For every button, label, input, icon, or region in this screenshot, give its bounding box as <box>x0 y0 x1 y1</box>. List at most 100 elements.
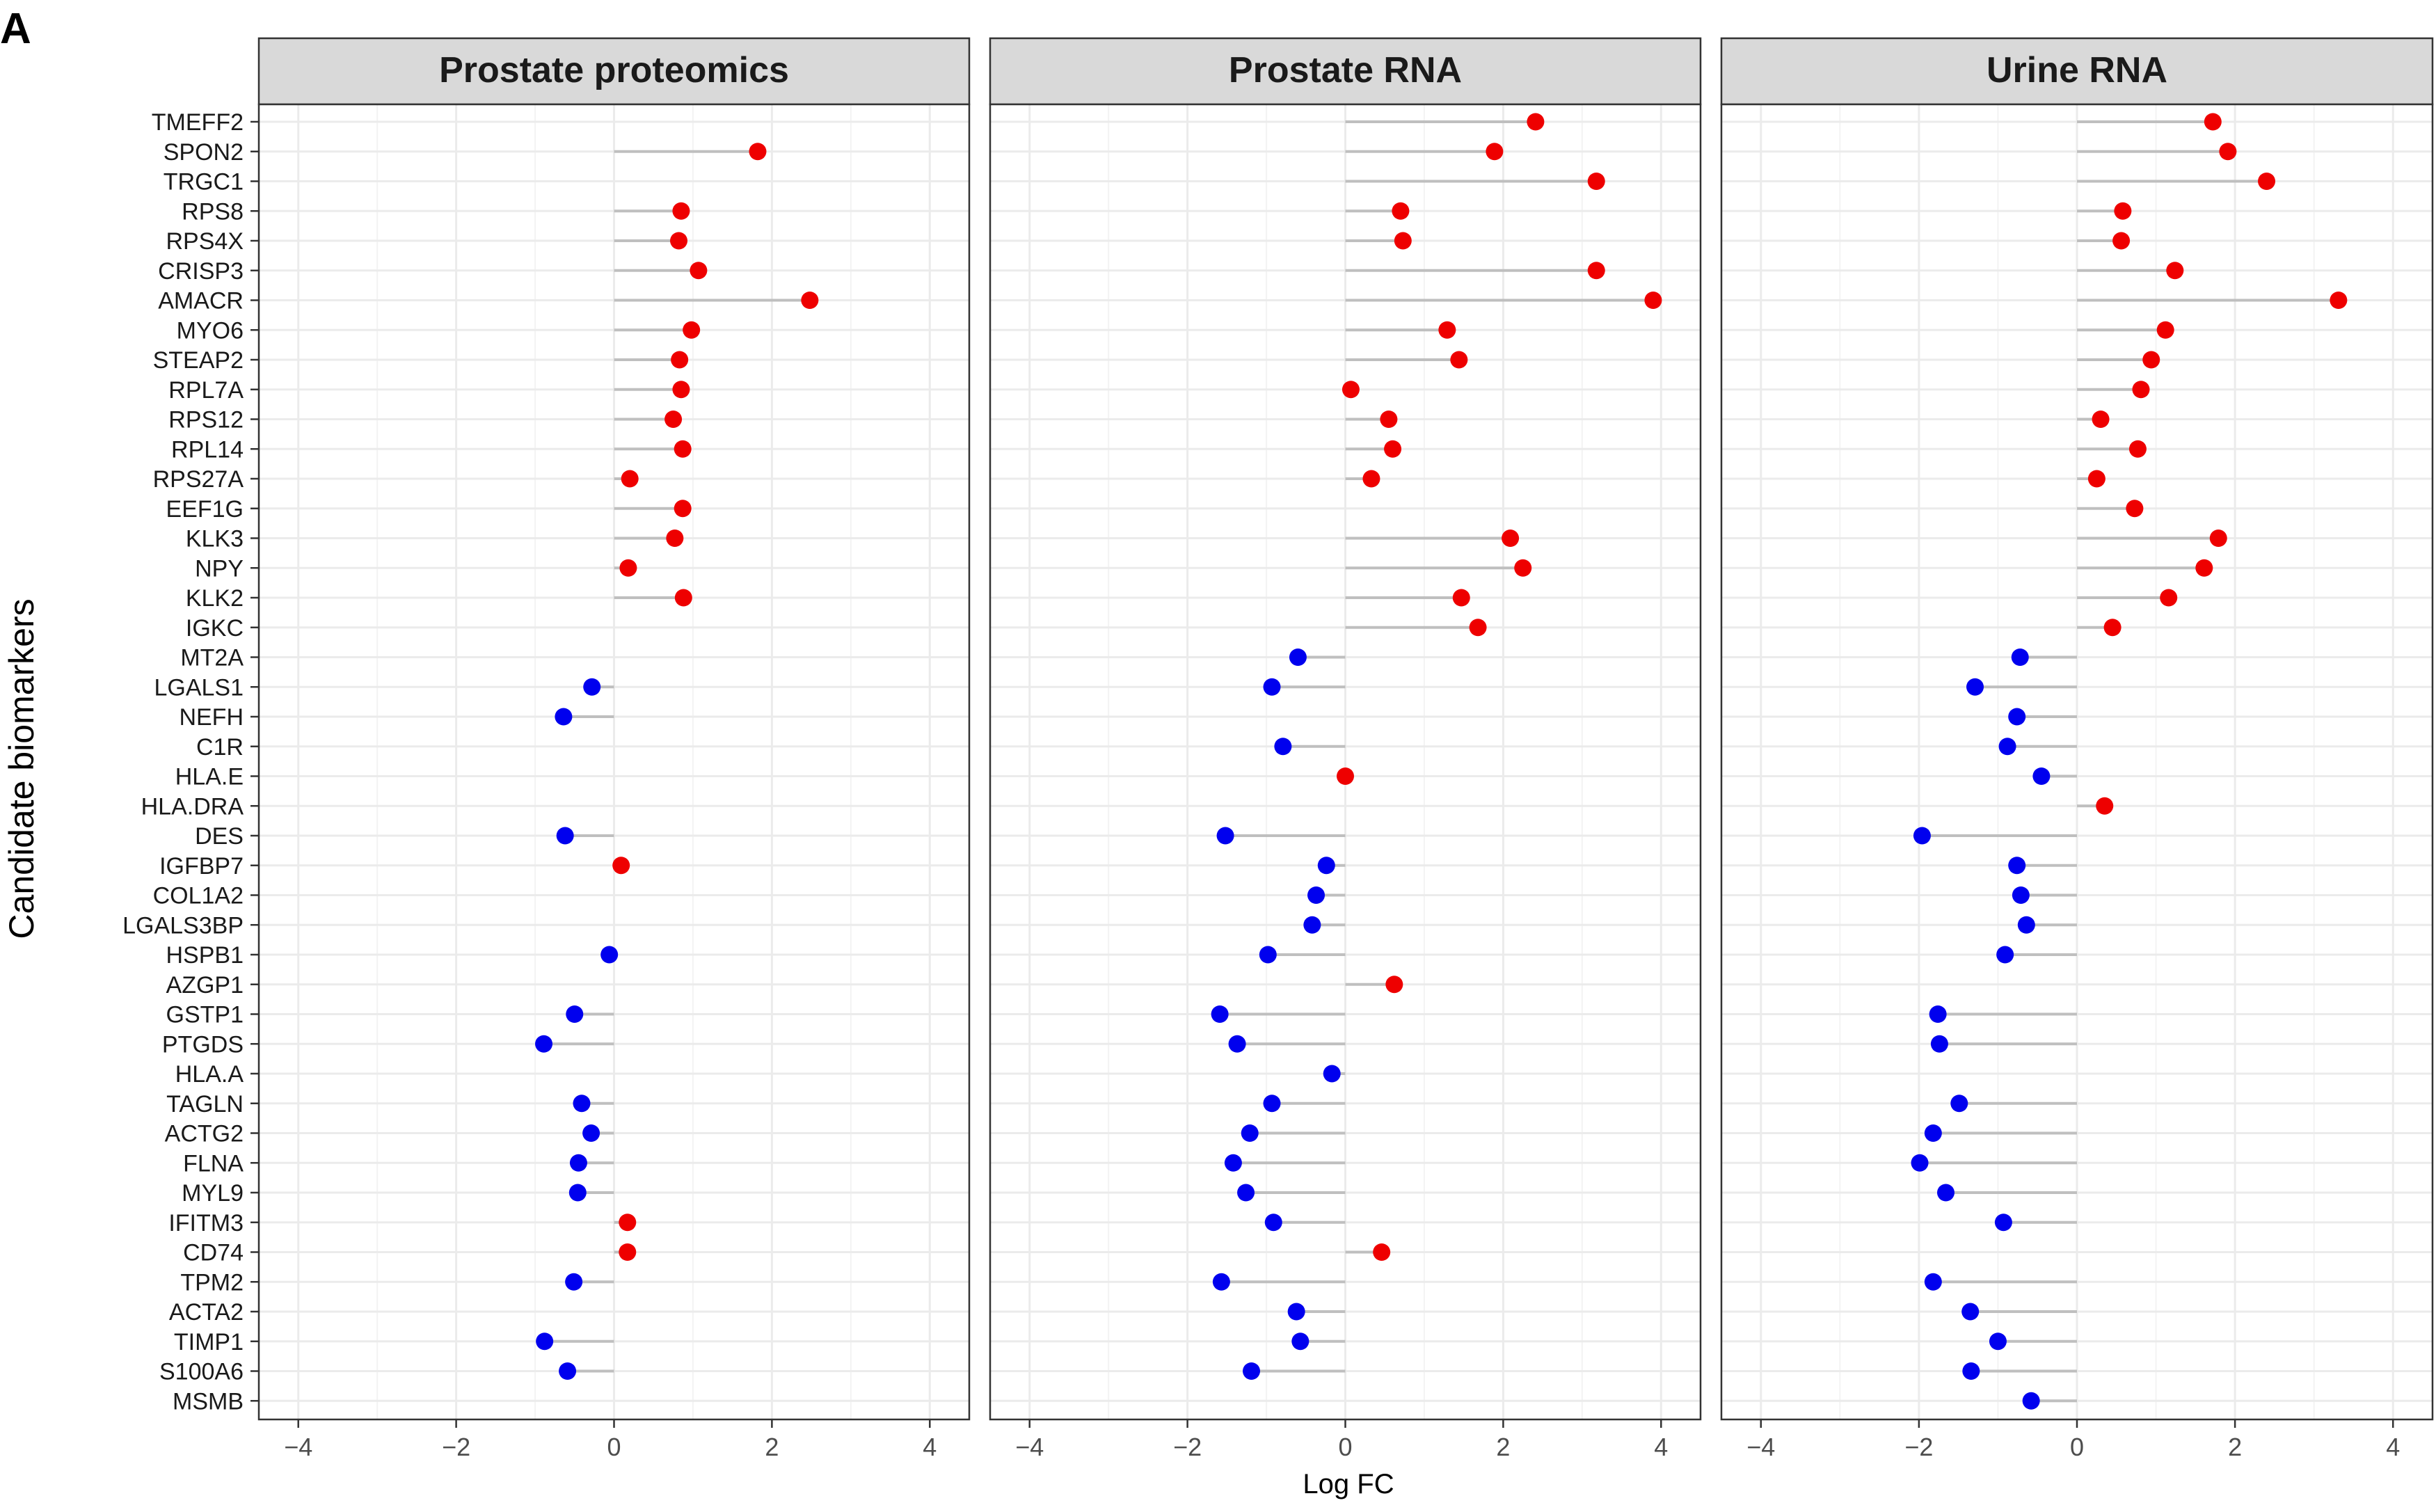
data-point <box>1263 1095 1281 1113</box>
data-point <box>1373 1243 1391 1261</box>
data-point <box>2166 262 2184 280</box>
x-tick-label: 4 <box>2386 1433 2400 1461</box>
y-tick-label: CD74 <box>183 1240 244 1266</box>
y-tick-label: HLA.A <box>175 1061 244 1088</box>
y-tick-label: S100A6 <box>159 1359 244 1385</box>
data-point <box>1486 143 1504 161</box>
data-point <box>582 1124 600 1142</box>
data-point <box>556 827 574 845</box>
data-point <box>1924 1124 1942 1142</box>
data-point <box>619 1243 637 1261</box>
data-point <box>1587 173 1605 190</box>
data-point <box>1362 470 1380 488</box>
data-point <box>2128 440 2147 458</box>
data-point <box>1323 1065 1341 1083</box>
y-tick-label: KLK3 <box>186 526 244 552</box>
y-tick-label: KLK2 <box>186 585 244 612</box>
y-tick-label: AZGP1 <box>166 972 244 998</box>
data-point <box>612 857 630 875</box>
data-point <box>1989 1332 2007 1351</box>
y-tick-label: LGALS1 <box>154 674 244 701</box>
facet-panel: Prostate RNA −4 −2 0 2 4 <box>989 37 1702 1461</box>
y-tick-label: SPON2 <box>164 139 244 166</box>
data-point <box>2096 797 2114 815</box>
data-point <box>1998 738 2016 756</box>
data-point <box>568 1184 587 1202</box>
y-tick-label: RPS27A <box>153 466 244 493</box>
data-point <box>1911 1154 1929 1172</box>
data-point <box>2087 470 2105 488</box>
data-point <box>2008 857 2026 875</box>
y-tick-label: MSMB <box>173 1388 244 1415</box>
y-tick-label: MYL9 <box>182 1180 244 1207</box>
data-point <box>2112 232 2131 250</box>
data-point <box>2209 530 2227 547</box>
facet-panel: Urine RNA −4 −2 0 2 4 <box>1720 37 2434 1461</box>
facet-strip <box>1720 37 2434 106</box>
y-tick-label: IFITM3 <box>168 1210 244 1236</box>
data-point <box>1287 1303 1305 1321</box>
x-axis-title: Log FC <box>1303 1469 1394 1499</box>
data-point <box>555 708 573 726</box>
data-point <box>1211 1005 1229 1023</box>
data-point <box>1452 589 1470 607</box>
data-point <box>672 202 690 220</box>
y-tick-label: RPS12 <box>168 407 244 433</box>
data-point <box>1380 411 1398 428</box>
facet-title: Urine RNA <box>1987 50 2167 90</box>
data-point <box>573 1095 591 1113</box>
data-point <box>1527 113 1545 131</box>
y-tick-label: FLNA <box>183 1150 244 1177</box>
data-point <box>619 559 637 577</box>
y-tick-label: TIMP1 <box>174 1329 244 1355</box>
data-point <box>1224 1154 1242 1172</box>
x-tick-label: 4 <box>1654 1433 1668 1461</box>
data-point <box>1961 1303 1980 1321</box>
y-tick-label: EEF1G <box>166 496 244 523</box>
facet-strip <box>257 37 971 106</box>
data-point <box>1644 292 1662 309</box>
data-point <box>671 351 689 369</box>
x-tick-label: −2 <box>1904 1433 1933 1461</box>
y-tick-label: NEFH <box>179 704 244 731</box>
data-point <box>1392 202 1410 220</box>
data-point <box>2142 351 2160 369</box>
data-point <box>1936 1184 1955 1202</box>
data-point <box>619 1213 637 1232</box>
x-tick-label: −4 <box>1015 1433 1044 1461</box>
x-tick-label: 0 <box>1338 1433 1352 1461</box>
data-point <box>2156 321 2174 339</box>
y-tick-label: IGKC <box>186 615 244 642</box>
data-point <box>1469 619 1487 637</box>
data-point <box>1924 1273 1942 1291</box>
data-point <box>1929 1005 1947 1023</box>
data-point <box>2330 292 2348 309</box>
facet-title: Prostate RNA <box>1229 50 1462 90</box>
data-point <box>1307 886 1326 904</box>
data-point <box>664 411 683 428</box>
data-point <box>1502 530 1520 547</box>
data-point <box>2204 113 2222 131</box>
x-tick-label: −2 <box>1173 1433 1202 1461</box>
data-point <box>536 1332 554 1351</box>
x-tick-label: 0 <box>607 1433 621 1461</box>
data-point <box>674 589 692 607</box>
data-point <box>2195 559 2213 577</box>
data-point <box>1243 1362 1261 1380</box>
data-point <box>674 440 692 458</box>
data-point <box>2160 589 2178 607</box>
x-tick-label: 2 <box>765 1433 779 1461</box>
data-point <box>2132 381 2150 399</box>
data-point <box>1385 976 1403 994</box>
data-point <box>1274 738 1292 756</box>
y-tick-label: STEAP2 <box>153 347 244 374</box>
x-tick-label: −4 <box>1746 1433 1775 1461</box>
y-tick-label: ACTG2 <box>165 1121 244 1147</box>
y-tick-label: TAGLN <box>166 1091 244 1117</box>
y-tick-label: HSPB1 <box>166 942 244 969</box>
data-point <box>1438 321 1456 339</box>
y-tick-label: HLA.E <box>175 764 244 790</box>
data-point <box>2114 202 2132 220</box>
y-tick-label: NPY <box>195 555 244 582</box>
data-point <box>1394 232 1412 250</box>
